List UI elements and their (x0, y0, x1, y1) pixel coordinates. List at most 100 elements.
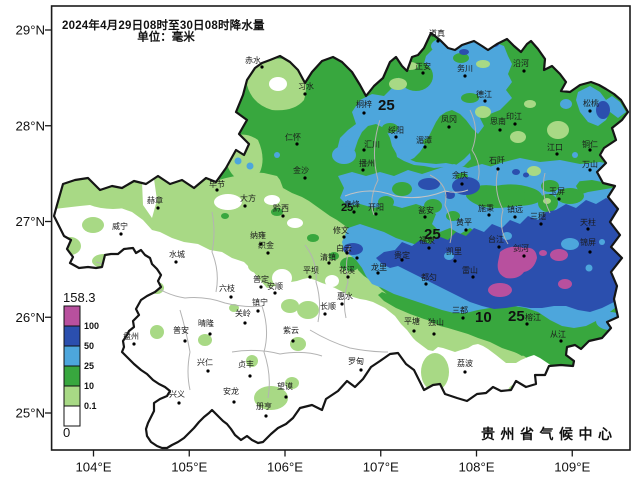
svg-text:26°N: 26°N (16, 310, 45, 325)
svg-text:安龙: 安龙 (223, 386, 239, 396)
svg-text:长顺: 长顺 (320, 301, 336, 311)
svg-text:50: 50 (84, 341, 94, 351)
svg-text:晴隆: 晴隆 (198, 318, 214, 328)
svg-text:桐梓: 桐梓 (356, 99, 372, 109)
svg-text:106°E: 106°E (267, 460, 303, 475)
svg-text:威宁: 威宁 (112, 221, 128, 231)
svg-text:三都: 三都 (452, 306, 468, 315)
svg-text:25: 25 (378, 97, 395, 114)
svg-text:凯里: 凯里 (446, 246, 462, 256)
svg-text:25: 25 (424, 226, 441, 243)
svg-text:余庆: 余庆 (452, 170, 468, 180)
svg-text:大方: 大方 (240, 193, 256, 203)
svg-text:贵州省气候中心: 贵州省气候中心 (481, 426, 618, 442)
svg-text:白云: 白云 (336, 243, 352, 253)
svg-text:汇川: 汇川 (364, 140, 380, 149)
svg-text:104°E: 104°E (75, 460, 111, 475)
svg-text:从江: 从江 (550, 330, 566, 339)
svg-text:锦屏: 锦屏 (580, 237, 596, 247)
svg-text:25°N: 25°N (16, 406, 45, 421)
svg-text:镇宁: 镇宁 (252, 297, 268, 307)
svg-text:赫章: 赫章 (147, 195, 163, 205)
svg-text:道真: 道真 (429, 28, 445, 38)
svg-text:德江: 德江 (476, 89, 492, 99)
svg-text:三穗: 三穗 (530, 211, 546, 221)
svg-text:2024年4月29日08时至30日08时降水量: 2024年4月29日08时至30日08时降水量 (62, 18, 265, 32)
svg-text:松桃: 松桃 (583, 98, 599, 108)
svg-text:修文: 修文 (333, 225, 349, 235)
svg-text:习水: 习水 (298, 81, 314, 91)
svg-text:158.3: 158.3 (63, 290, 96, 305)
svg-text:盘州: 盘州 (123, 331, 139, 341)
svg-text:都匀: 都匀 (421, 272, 437, 282)
svg-text:安顺: 安顺 (267, 281, 283, 291)
svg-text:关岭: 关岭 (235, 308, 251, 318)
svg-text:107°E: 107°E (363, 460, 399, 475)
svg-text:播州: 播州 (359, 158, 375, 168)
svg-text:0: 0 (63, 425, 70, 440)
svg-text:务川: 务川 (457, 63, 473, 73)
svg-text:玉屏: 玉屏 (549, 187, 565, 196)
svg-text:天柱: 天柱 (580, 217, 596, 227)
svg-text:纳雍: 纳雍 (250, 230, 266, 240)
svg-text:105°E: 105°E (171, 460, 207, 475)
svg-text:榕江: 榕江 (525, 312, 541, 322)
svg-text:镇远: 镇远 (507, 204, 523, 214)
svg-text:六枝: 六枝 (219, 283, 235, 293)
svg-text:台江: 台江 (488, 234, 504, 244)
svg-text:凤冈: 凤冈 (441, 115, 457, 124)
svg-text:0.1: 0.1 (84, 401, 97, 411)
svg-text:109°E: 109°E (554, 460, 590, 475)
svg-text:剑河: 剑河 (513, 243, 529, 253)
svg-text:100: 100 (84, 321, 99, 331)
svg-text:黔西: 黔西 (273, 203, 289, 213)
svg-text:水城: 水城 (169, 249, 185, 259)
svg-text:贞丰: 贞丰 (238, 359, 254, 369)
svg-text:25: 25 (84, 361, 94, 371)
svg-text:28°N: 28°N (16, 118, 45, 133)
svg-text:湄潭: 湄潭 (416, 136, 432, 145)
svg-text:25: 25 (341, 202, 353, 214)
svg-text:龙里: 龙里 (371, 262, 387, 272)
svg-text:赤水: 赤水 (245, 55, 261, 65)
svg-text:黄平: 黄平 (456, 217, 472, 227)
svg-text:石阡: 石阡 (489, 156, 505, 165)
svg-text:独山: 独山 (428, 317, 444, 327)
svg-text:惠水: 惠水 (337, 291, 353, 301)
svg-text:福泉: 福泉 (419, 235, 435, 245)
svg-text:望谟: 望谟 (277, 381, 293, 391)
svg-text:织金: 织金 (258, 240, 274, 250)
svg-text:印江: 印江 (506, 112, 522, 121)
svg-text:正安: 正安 (415, 61, 431, 71)
svg-text:雷山: 雷山 (462, 265, 478, 275)
svg-text:25: 25 (508, 308, 525, 325)
svg-text:平塘: 平塘 (404, 316, 420, 326)
svg-text:铜仁: 铜仁 (582, 139, 598, 149)
svg-text:单位：毫米: 单位：毫米 (137, 30, 195, 44)
svg-text:平坝: 平坝 (303, 266, 319, 275)
svg-text:息烽: 息烽 (344, 199, 360, 209)
svg-text:花溪: 花溪 (339, 265, 355, 275)
svg-text:贵定: 贵定 (394, 250, 410, 260)
svg-text:普定: 普定 (253, 274, 269, 284)
svg-text:金沙: 金沙 (293, 165, 309, 175)
svg-text:瓮安: 瓮安 (418, 205, 434, 215)
svg-text:江口: 江口 (547, 143, 563, 152)
svg-text:册亨: 册亨 (256, 401, 272, 411)
svg-text:27°N: 27°N (16, 214, 45, 229)
svg-text:紫云: 紫云 (283, 326, 299, 335)
svg-text:罗甸: 罗甸 (348, 356, 364, 366)
svg-text:荔波: 荔波 (457, 358, 473, 368)
svg-text:兴义: 兴义 (169, 390, 185, 399)
svg-text:绥阳: 绥阳 (388, 125, 404, 135)
svg-text:兴仁: 兴仁 (197, 357, 213, 367)
svg-text:沿河: 沿河 (513, 58, 529, 68)
svg-text:清镇: 清镇 (320, 252, 336, 262)
svg-text:普安: 普安 (173, 325, 189, 335)
svg-text:开阳: 开阳 (368, 203, 384, 212)
svg-text:108°E: 108°E (458, 460, 494, 475)
svg-text:施秉: 施秉 (478, 203, 494, 213)
svg-text:29°N: 29°N (16, 23, 45, 38)
svg-text:10: 10 (475, 309, 492, 326)
svg-text:万山: 万山 (582, 159, 598, 169)
